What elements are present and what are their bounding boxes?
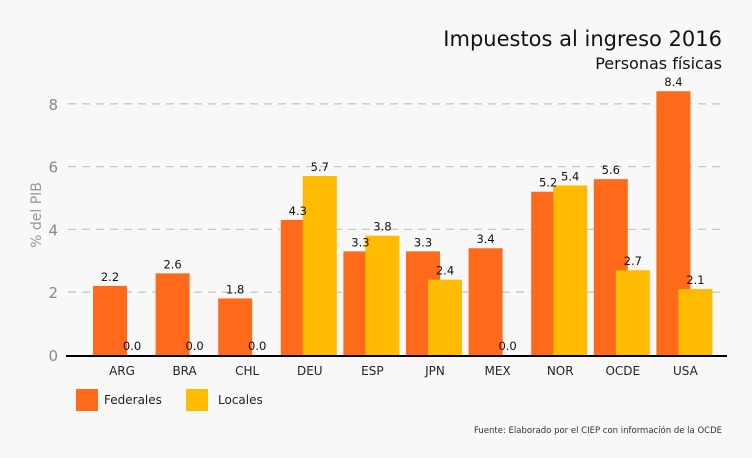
data-label: 8.4 <box>664 75 682 89</box>
y-axis-label: % del PIB <box>29 182 45 248</box>
data-label: 1.8 <box>226 282 244 296</box>
y-tick-label: 4 <box>48 221 58 239</box>
legend-item-federales: Federales <box>76 389 162 411</box>
data-label: 3.8 <box>373 220 391 234</box>
bar-locales-usa <box>678 289 713 355</box>
y-tick-label: 0 <box>48 347 58 365</box>
data-label: 4.3 <box>289 204 307 218</box>
x-tick-label: MEX <box>485 364 511 378</box>
x-ticks: ARG BRA CHL DEU ESP JPN MEX NOR OCDE USA <box>109 364 699 378</box>
data-label: 2.1 <box>686 273 704 287</box>
x-tick-label: NOR <box>547 364 574 378</box>
data-label: 2.4 <box>436 264 454 278</box>
bar-locales-deu <box>302 176 337 355</box>
bar-federales-arg <box>93 285 127 355</box>
source-note: Fuente: Elaborado por el CIEP con inform… <box>474 425 722 436</box>
bar-locales-jpn <box>428 279 462 355</box>
legend-swatch <box>76 389 98 411</box>
legend-swatch <box>186 389 208 411</box>
legend-item-locales: Locales <box>186 389 263 411</box>
x-tick-label: ESP <box>361 364 383 378</box>
x-tick-label: CHL <box>235 364 259 378</box>
data-label: 5.2 <box>539 176 557 190</box>
bar-locales-esp <box>365 235 400 355</box>
data-label: 2.7 <box>624 254 642 268</box>
data-label: 0.0 <box>185 339 203 353</box>
bar-federales-mex <box>468 248 503 355</box>
y-tick-label: 8 <box>48 96 58 114</box>
y-tick-label: 2 <box>48 284 58 302</box>
legend: Federales Locales <box>76 389 263 411</box>
bar-locales-ocde <box>615 270 650 355</box>
y-tick-label: 6 <box>48 159 58 177</box>
bar-locales-nor <box>553 185 588 355</box>
data-label: 5.4 <box>561 169 579 183</box>
data-label: 3.4 <box>476 232 494 246</box>
data-labels: 2.2 0.0 2.6 0.0 1.8 0.0 4.3 5.7 3.3 3.8 3.3 2.4 3.4 0… <box>101 75 705 353</box>
chart-title: Impuestos al ingreso 2016 <box>443 27 722 51</box>
x-tick-label: OCDE <box>605 364 640 378</box>
x-tick-label: DEU <box>297 364 323 378</box>
bars <box>93 91 713 356</box>
data-label: 5.7 <box>311 160 329 174</box>
x-tick-label: USA <box>673 364 699 378</box>
bar-federales-chl <box>218 298 253 355</box>
data-label: 0.0 <box>498 339 516 353</box>
data-label: 2.6 <box>163 257 181 271</box>
data-label: 5.6 <box>602 163 620 177</box>
data-label: 3.3 <box>414 235 432 249</box>
legend-label: Locales <box>218 393 263 407</box>
x-tick-label: JPN <box>424 364 445 378</box>
data-label: 0.0 <box>123 339 141 353</box>
bar-federales-bra <box>155 273 190 355</box>
x-tick-label: BRA <box>172 364 197 378</box>
y-ticks: 0 2 4 6 8 <box>48 96 58 365</box>
legend-label: Federales <box>104 393 162 407</box>
data-label: 2.2 <box>101 270 119 284</box>
data-label: 0.0 <box>248 339 266 353</box>
chart-subtitle: Personas físicas <box>595 54 722 73</box>
data-label: 3.3 <box>351 235 369 249</box>
x-tick-label: ARG <box>109 364 135 378</box>
